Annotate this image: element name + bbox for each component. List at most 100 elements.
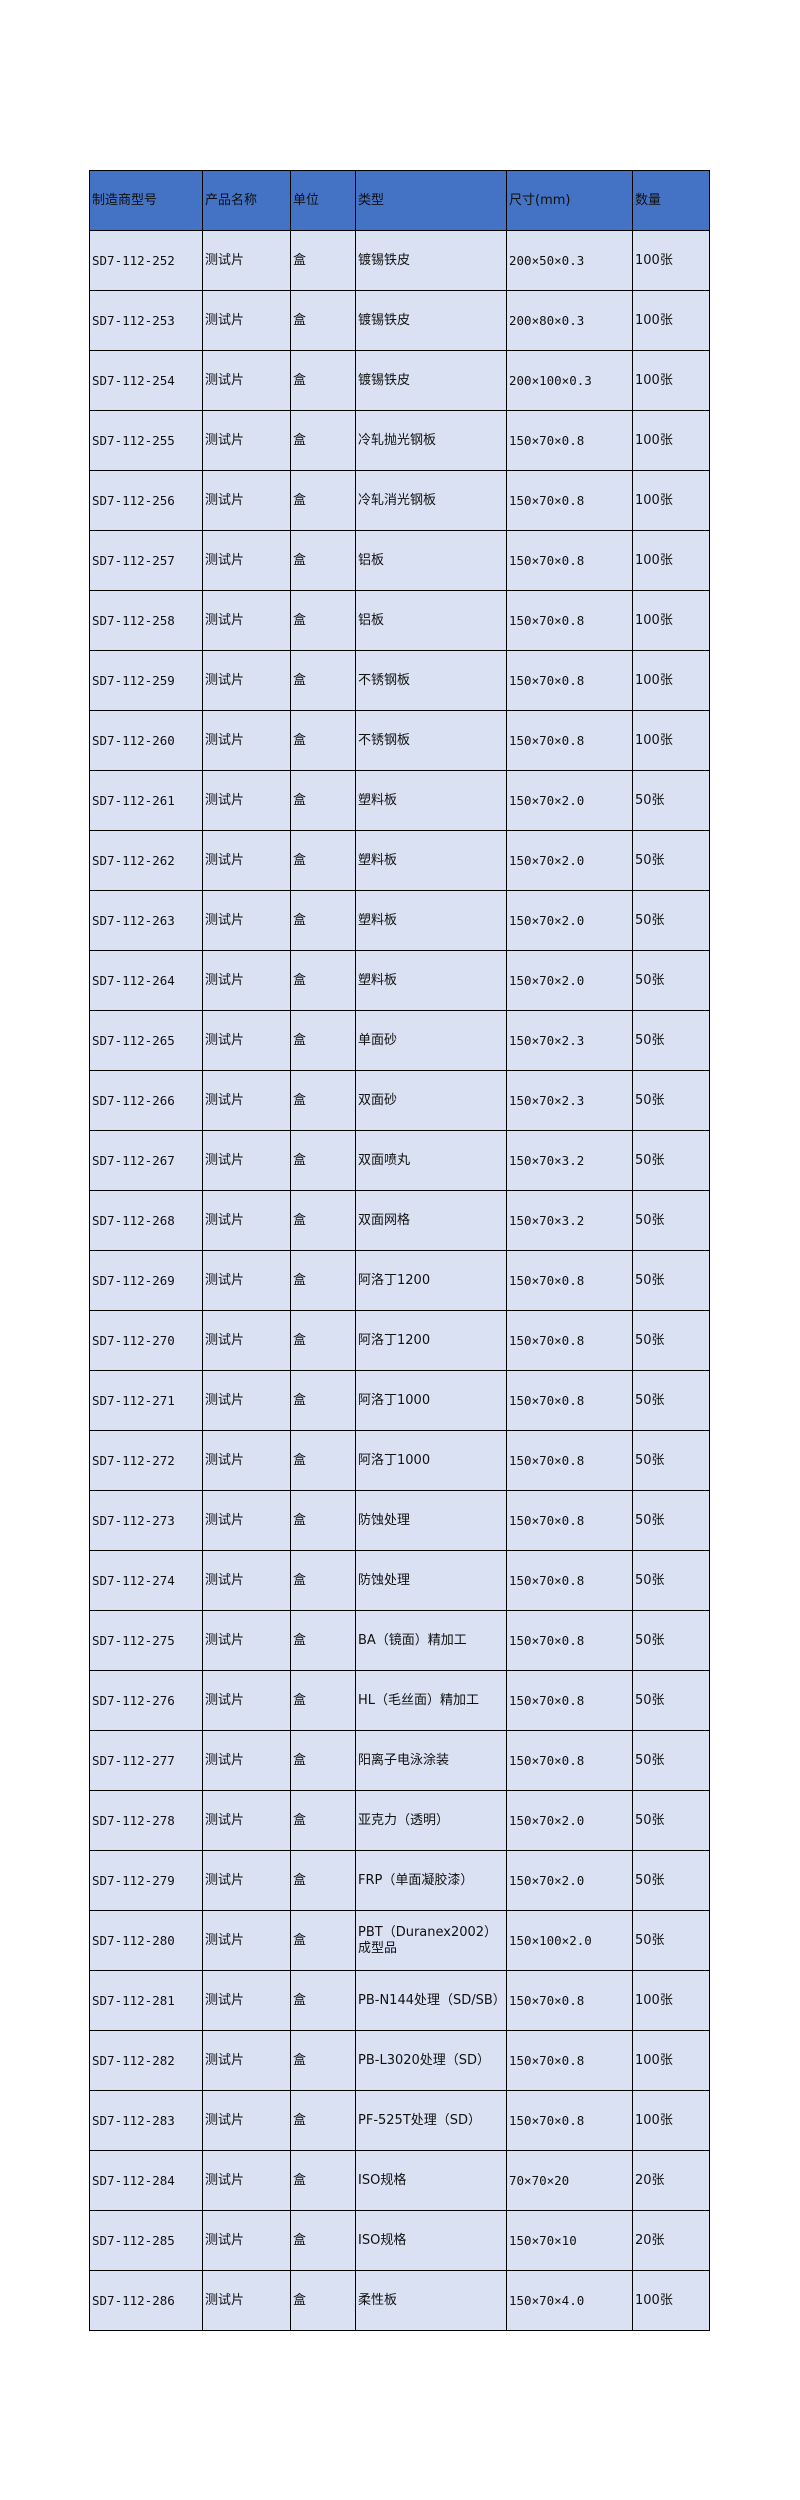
cell-type: 冷轧消光钢板 bbox=[355, 470, 507, 531]
cell-unit: 盒 bbox=[290, 2210, 356, 2271]
table-row: SD7-112-284 测试片盒 ISO规格 70×70×20 20张 bbox=[89, 2150, 710, 2211]
cell-product-name: 测试片 bbox=[202, 1790, 291, 1851]
table-row: SD7-112-255 测试片盒冷轧抛光钢板 150×70×0.8 100张 bbox=[89, 410, 710, 471]
cell-model: SD7-112-262 bbox=[89, 830, 203, 891]
cell-quantity: 50张 bbox=[632, 1070, 710, 1131]
cell-size: 150×70×0.8 bbox=[506, 1430, 633, 1491]
table-row: SD7-112-261 测试片盒塑料板 150×70×2.0 50张 bbox=[89, 770, 710, 831]
cell-size: 150×70×0.8 bbox=[506, 1370, 633, 1431]
cell-model: SD7-112-270 bbox=[89, 1310, 203, 1371]
cell-quantity: 50张 bbox=[632, 1130, 710, 1191]
cell-quantity: 100张 bbox=[632, 650, 710, 711]
cell-quantity: 50张 bbox=[632, 1310, 710, 1371]
cell-model: SD7-112-259 bbox=[89, 650, 203, 711]
cell-product-name: 测试片 bbox=[202, 1550, 291, 1611]
cell-unit: 盒 bbox=[290, 1070, 356, 1131]
cell-type: 镀锡铁皮 bbox=[355, 230, 507, 291]
cell-model: SD7-112-277 bbox=[89, 1730, 203, 1791]
cell-model: SD7-112-269 bbox=[89, 1250, 203, 1311]
cell-size: 150×70×2.0 bbox=[506, 770, 633, 831]
cell-model: SD7-112-276 bbox=[89, 1670, 203, 1731]
cell-size: 150×70×0.8 bbox=[506, 1490, 633, 1551]
cell-size: 150×70×4.0 bbox=[506, 2270, 633, 2331]
cell-size: 150×100×2.0 bbox=[506, 1910, 633, 1971]
cell-type: 不锈钢板 bbox=[355, 710, 507, 771]
cell-quantity: 100张 bbox=[632, 1970, 710, 2031]
cell-model: SD7-112-286 bbox=[89, 2270, 203, 2331]
cell-unit: 盒 bbox=[290, 1190, 356, 1251]
cell-size: 150×70×3.2 bbox=[506, 1130, 633, 1191]
header-type: 类型 bbox=[355, 170, 507, 231]
cell-quantity: 50张 bbox=[632, 1190, 710, 1251]
table-row: SD7-112-263 测试片盒塑料板 150×70×2.0 50张 bbox=[89, 890, 710, 951]
cell-model: SD7-112-261 bbox=[89, 770, 203, 831]
cell-product-name: 测试片 bbox=[202, 2150, 291, 2211]
cell-unit: 盒 bbox=[290, 1610, 356, 1671]
cell-product-name: 测试片 bbox=[202, 1130, 291, 1191]
header-quantity: 数量 bbox=[632, 170, 710, 231]
cell-size: 150×70×0.8 bbox=[506, 1970, 633, 2031]
cell-size: 150×70×0.8 bbox=[506, 530, 633, 591]
cell-type: ISO规格 bbox=[355, 2210, 507, 2271]
cell-quantity: 50张 bbox=[632, 1790, 710, 1851]
table-row: SD7-112-262 测试片盒塑料板 150×70×2.0 50张 bbox=[89, 830, 710, 891]
cell-product-name: 测试片 bbox=[202, 530, 291, 591]
cell-quantity: 50张 bbox=[632, 1370, 710, 1431]
cell-unit: 盒 bbox=[290, 2270, 356, 2331]
cell-product-name: 测试片 bbox=[202, 350, 291, 411]
cell-size: 150×70×2.3 bbox=[506, 1010, 633, 1071]
cell-type: 塑料板 bbox=[355, 830, 507, 891]
cell-model: SD7-112-254 bbox=[89, 350, 203, 411]
cell-product-name: 测试片 bbox=[202, 1370, 291, 1431]
table-row: SD7-112-279 测试片盒 FRP（单面凝胶漆） 150×70×2.0 50张 bbox=[89, 1850, 710, 1911]
cell-unit: 盒 bbox=[290, 350, 356, 411]
cell-quantity: 50张 bbox=[632, 1010, 710, 1071]
cell-product-name: 测试片 bbox=[202, 290, 291, 351]
cell-unit: 盒 bbox=[290, 530, 356, 591]
cell-unit: 盒 bbox=[290, 410, 356, 471]
table-row: SD7-112-280 测试片盒 PBT（Duranex2002）成型品 150×10… bbox=[89, 1910, 710, 1971]
cell-type: 镀锡铁皮 bbox=[355, 350, 507, 411]
table-row: SD7-112-269 测试片盒阿洛丁1200 150×70×0.8 50张 bbox=[89, 1250, 710, 1311]
table-row: SD7-112-277 测试片盒阳离子电泳涂装 150×70×0.8 50张 bbox=[89, 1730, 710, 1791]
cell-model: SD7-112-273 bbox=[89, 1490, 203, 1551]
cell-type: 塑料板 bbox=[355, 770, 507, 831]
table-row: SD7-112-281 测试片盒 PB-N144处理（SD/SB） 150×70×0.… bbox=[89, 1970, 710, 2031]
cell-unit: 盒 bbox=[290, 1370, 356, 1431]
cell-type: 不锈钢板 bbox=[355, 650, 507, 711]
table-row: SD7-112-273 测试片盒防蚀处理 150×70×0.8 50张 bbox=[89, 1490, 710, 1551]
cell-type: BA（镜面）精加工 bbox=[355, 1610, 507, 1671]
cell-unit: 盒 bbox=[290, 230, 356, 291]
cell-size: 150×70×0.8 bbox=[506, 1730, 633, 1791]
cell-type: 单面砂 bbox=[355, 1010, 507, 1071]
cell-unit: 盒 bbox=[290, 830, 356, 891]
cell-quantity: 100张 bbox=[632, 710, 710, 771]
cell-quantity: 20张 bbox=[632, 2210, 710, 2271]
table-row: SD7-112-260 测试片盒不锈钢板 150×70×0.8 100张 bbox=[89, 710, 710, 771]
cell-product-name: 测试片 bbox=[202, 1070, 291, 1131]
cell-model: SD7-112-275 bbox=[89, 1610, 203, 1671]
cell-quantity: 50张 bbox=[632, 770, 710, 831]
cell-size: 150×70×2.0 bbox=[506, 950, 633, 1011]
cell-size: 200×50×0.3 bbox=[506, 230, 633, 291]
cell-unit: 盒 bbox=[290, 1250, 356, 1311]
table-row: SD7-112-257 测试片盒铝板 150×70×0.8 100张 bbox=[89, 530, 710, 591]
cell-unit: 盒 bbox=[290, 650, 356, 711]
cell-product-name: 测试片 bbox=[202, 1010, 291, 1071]
cell-size: 150×70×0.8 bbox=[506, 470, 633, 531]
table-row: SD7-112-256 测试片盒冷轧消光钢板 150×70×0.8 100张 bbox=[89, 470, 710, 531]
table-row: SD7-112-286 测试片盒柔性板 150×70×4.0 100张 bbox=[89, 2270, 710, 2331]
cell-size: 200×80×0.3 bbox=[506, 290, 633, 351]
cell-size: 150×70×0.8 bbox=[506, 2090, 633, 2151]
cell-unit: 盒 bbox=[290, 710, 356, 771]
cell-product-name: 测试片 bbox=[202, 1490, 291, 1551]
cell-quantity: 20张 bbox=[632, 2150, 710, 2211]
cell-model: SD7-112-283 bbox=[89, 2090, 203, 2151]
cell-size: 200×100×0.3 bbox=[506, 350, 633, 411]
cell-model: SD7-112-271 bbox=[89, 1370, 203, 1431]
cell-product-name: 测试片 bbox=[202, 890, 291, 951]
cell-product-name: 测试片 bbox=[202, 1250, 291, 1311]
cell-model: SD7-112-272 bbox=[89, 1430, 203, 1491]
cell-model: SD7-112-267 bbox=[89, 1130, 203, 1191]
header-unit: 单位 bbox=[290, 170, 356, 231]
